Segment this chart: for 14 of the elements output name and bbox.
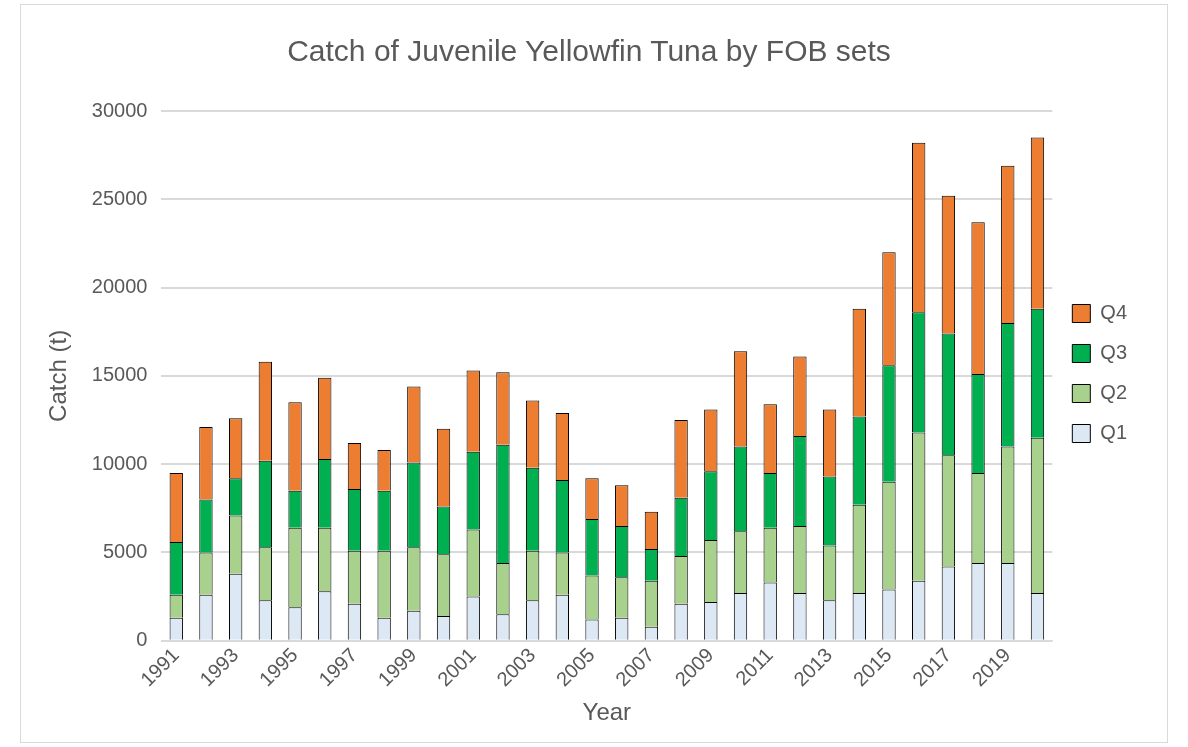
y-tick-label: 25000 — [91, 186, 148, 209]
legend-label: Q1 — [1100, 421, 1128, 444]
y-axis-title: Catch (t) — [44, 329, 72, 422]
x-axis-title: Year — [582, 698, 632, 726]
legend-label: Q2 — [1100, 381, 1128, 404]
y-tick-label: 0 — [136, 628, 148, 651]
legend-label: Q4 — [1100, 301, 1128, 324]
y-tick-label: 30000 — [91, 98, 148, 121]
chart-title: Catch of Juvenile Yellowfin Tuna by FOB sets — [287, 34, 891, 68]
y-tick-label: 5000 — [102, 539, 148, 562]
y-tick-label: 10000 — [91, 451, 148, 474]
y-tick-label: 20000 — [91, 275, 148, 298]
legend-label: Q3 — [1100, 341, 1128, 364]
y-tick-label: 15000 — [91, 363, 148, 386]
